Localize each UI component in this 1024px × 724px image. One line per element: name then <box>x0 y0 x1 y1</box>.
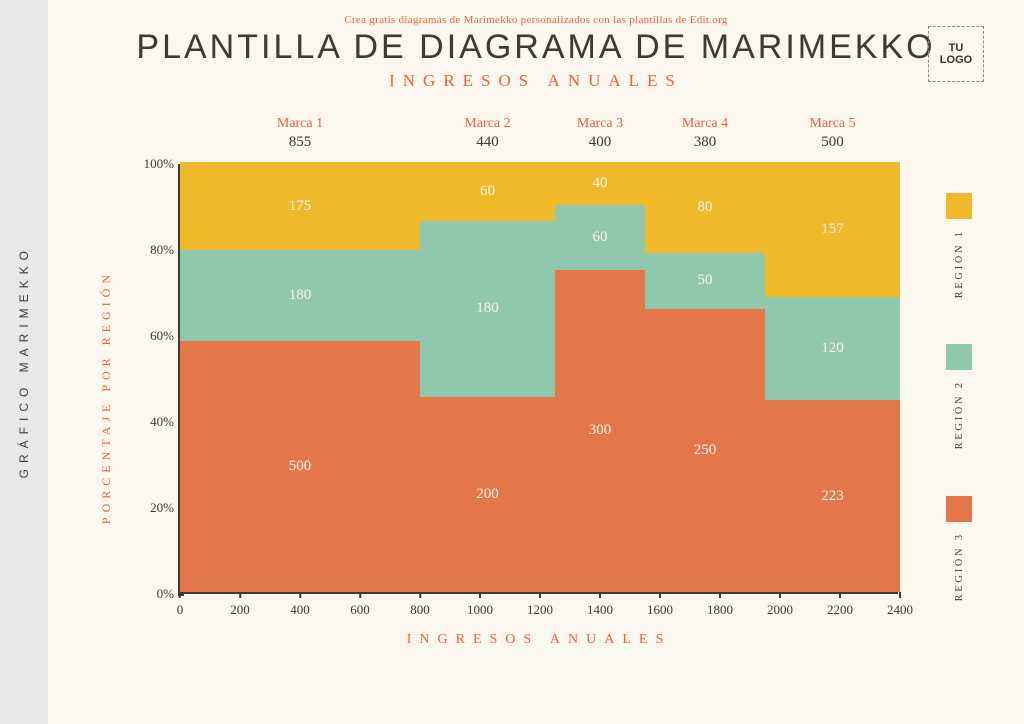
x-tick: 400 <box>290 602 310 618</box>
left-rail: GRÁFICO MARIMEKKO <box>0 0 48 724</box>
logo-placeholder: TU LOGO <box>928 26 984 82</box>
x-tick: 1000 <box>467 602 493 618</box>
bar-segment: 80 <box>645 162 765 253</box>
legend-item: REGIÓN 2 <box>922 344 996 449</box>
x-tick: 2200 <box>827 602 853 618</box>
bar-segment: 200 <box>420 397 555 592</box>
left-rail-label: GRÁFICO MARIMEKKO <box>17 245 31 478</box>
bar-column: 3006040 <box>555 164 645 592</box>
x-tick: 200 <box>230 602 250 618</box>
bar-segment: 50 <box>645 253 765 310</box>
legend-item: REGIÓN 3 <box>922 496 996 601</box>
column-header: Marca 5 500 <box>809 116 855 151</box>
column-header: Marca 4 380 <box>682 116 728 151</box>
brand-total: 500 <box>809 134 855 151</box>
y-tick: 40% <box>130 414 174 430</box>
legend-item: REGIÓN 1 <box>922 193 996 298</box>
chart: PORCENTAJE POR REGIÓN INGRESOS ANUALES 0… <box>108 110 994 704</box>
x-tick: 600 <box>350 602 370 618</box>
y-tick: 100% <box>130 156 174 172</box>
brand-label: Marca 3 <box>577 116 623 132</box>
brand-label: Marca 4 <box>682 116 728 132</box>
x-tick: 0 <box>177 602 184 618</box>
brand-label: Marca 5 <box>809 116 855 132</box>
brand-total: 440 <box>464 134 510 151</box>
bar-column: 2505080 <box>645 164 765 592</box>
bar-segment: 180 <box>180 250 420 341</box>
x-tick: 800 <box>410 602 430 618</box>
legend-label: REGIÓN 1 <box>954 229 965 298</box>
bar-segment: 60 <box>420 162 555 221</box>
column-header: Marca 2 440 <box>464 116 510 151</box>
bar-segment: 250 <box>645 309 765 592</box>
bar-column: 500180175 <box>180 164 420 592</box>
plot-area: INGRESOS ANUALES 0%20%40%60%80%100%02004… <box>178 164 898 594</box>
legend-label: REGIÓN 3 <box>954 532 965 601</box>
x-tick: 2400 <box>887 602 913 618</box>
x-tick: 1600 <box>647 602 673 618</box>
x-tick: 1200 <box>527 602 553 618</box>
legend-label: REGIÓN 2 <box>954 380 965 449</box>
bar-segment: 223 <box>765 400 900 592</box>
page-title: PLANTILLA DE DIAGRAMA DE MARIMEKKO <box>78 28 994 67</box>
y-tick: 0% <box>130 586 174 602</box>
brand-total: 400 <box>577 134 623 151</box>
bar-segment: 40 <box>555 162 645 205</box>
bar-segment: 175 <box>180 162 420 250</box>
brand-total: 380 <box>682 134 728 151</box>
brand-label: Marca 1 <box>277 116 323 132</box>
bar-segment: 60 <box>555 205 645 270</box>
y-tick: 80% <box>130 242 174 258</box>
bar-column: 223120157 <box>765 164 900 592</box>
brand-label: Marca 2 <box>464 116 510 132</box>
bar-segment: 180 <box>420 221 555 397</box>
bar-segment: 157 <box>765 162 900 297</box>
bar-segment: 300 <box>555 270 645 593</box>
promo-text: Crea gratis diagramas de Marimekko perso… <box>78 14 994 26</box>
logo-text: TU LOGO <box>940 42 972 66</box>
x-axis-label: INGRESOS ANUALES <box>180 632 898 648</box>
y-axis-label: PORCENTAJE POR REGIÓN <box>96 170 116 624</box>
y-tick: 60% <box>130 328 174 344</box>
legend-swatch <box>946 344 972 370</box>
page-subtitle: INGRESOS ANUALES <box>78 71 994 91</box>
legend-swatch <box>946 193 972 219</box>
bar-segment: 500 <box>180 341 420 592</box>
bar-segment: 120 <box>765 297 900 400</box>
brand-total: 855 <box>277 134 323 151</box>
page: Crea gratis diagramas de Marimekko perso… <box>48 0 1024 724</box>
legend-swatch <box>946 496 972 522</box>
y-tick: 20% <box>130 500 174 516</box>
x-tick: 2000 <box>767 602 793 618</box>
legend: REGIÓN 1 REGIÓN 2 REGIÓN 3 <box>922 170 996 624</box>
column-header: Marca 1 855 <box>277 116 323 151</box>
x-tick: 1400 <box>587 602 613 618</box>
bar-column: 20018060 <box>420 164 555 592</box>
column-header: Marca 3 400 <box>577 116 623 151</box>
x-tick: 1800 <box>707 602 733 618</box>
